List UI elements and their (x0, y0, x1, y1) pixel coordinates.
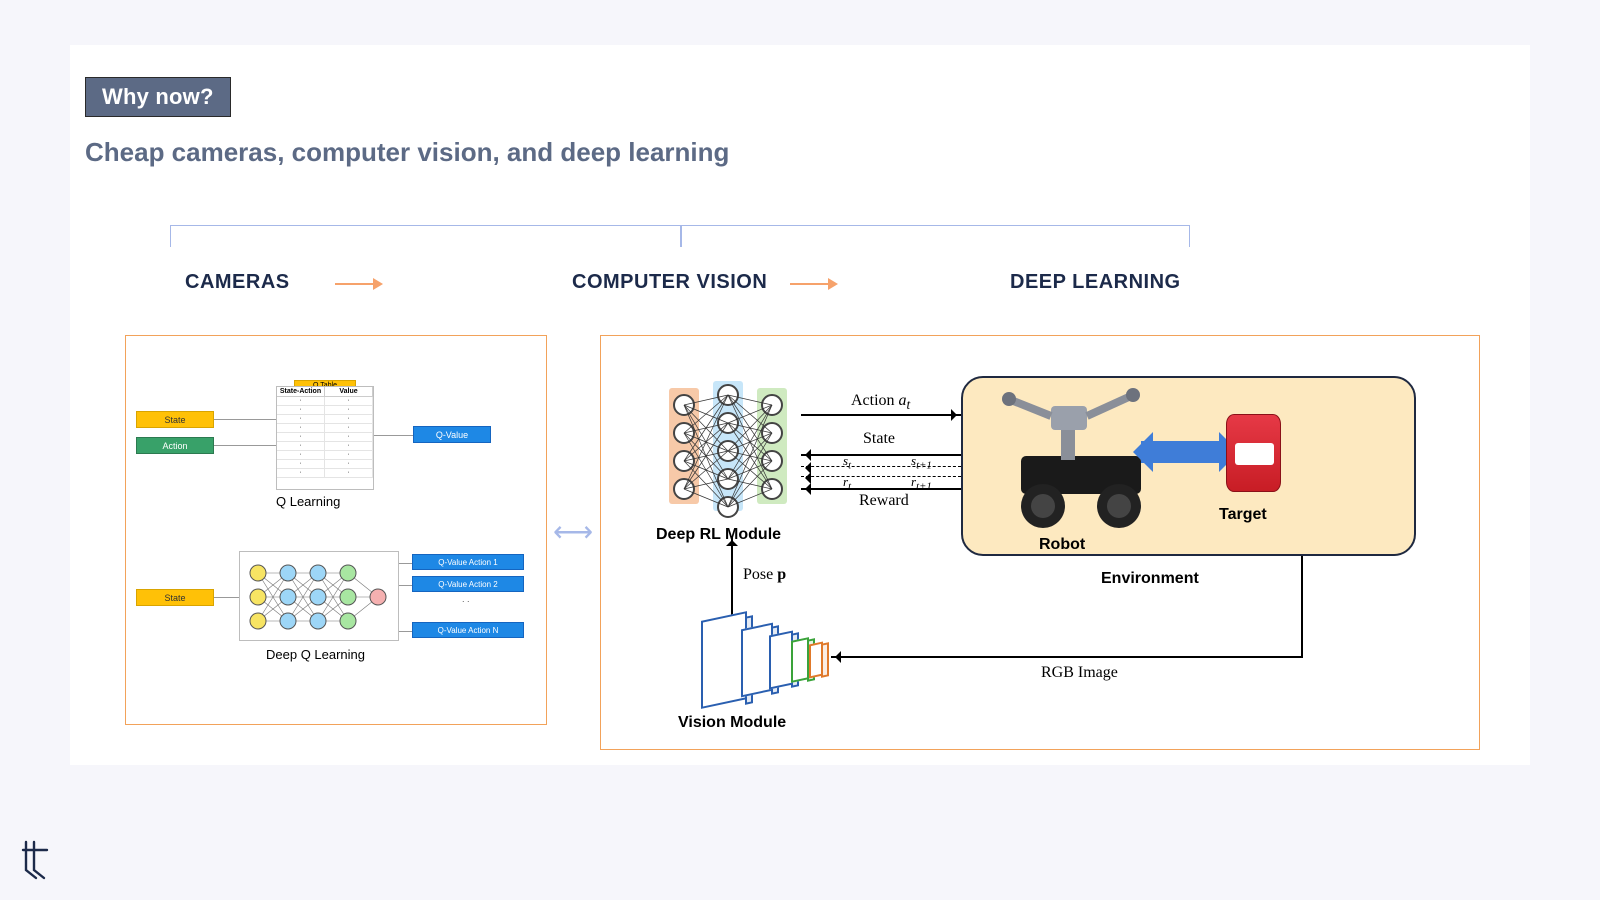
dq-output-2: Q-Value Action 2 (412, 576, 524, 592)
connector-line (374, 435, 413, 436)
target-label: Target (1219, 506, 1267, 524)
pose-label: Pose p (743, 566, 786, 584)
action-arrow (801, 414, 961, 416)
slide-card: Why now? Cheap cameras, computer vision,… (70, 45, 1530, 765)
section-badge: Why now? (85, 77, 231, 117)
pipeline-label-deep-learning: DEEP LEARNING (1010, 271, 1181, 294)
q-table-header: Value (325, 387, 373, 397)
pipeline-label-computer-vision: COMPUTER VISION (572, 271, 767, 294)
environment-label: Environment (1101, 570, 1199, 588)
dq-output-dots: . . (462, 596, 470, 602)
target-icon (1226, 414, 1281, 492)
rgb-line-h (831, 656, 1303, 658)
q-value-output: Q-Value (413, 426, 491, 443)
connector-line (214, 445, 276, 446)
dq-state-box: State (136, 589, 214, 606)
deep-q-learning-caption: Deep Q Learning (266, 647, 365, 662)
dq-output-n: Q-Value Action N (412, 622, 524, 638)
q-action-box: Action (136, 437, 214, 454)
dq-output-1: Q-Value Action 1 (412, 554, 524, 570)
pipeline-label-cameras: CAMERAS (185, 271, 290, 294)
cnn-layer-side (821, 642, 829, 678)
r-t-label: rt (843, 474, 851, 493)
q-learning-caption: Q Learning (276, 494, 340, 509)
reward-label: Reward (859, 492, 909, 510)
connector-line (399, 631, 412, 632)
q-table: State-Action Value ·················· (276, 386, 374, 490)
rl-module-caption: Deep RL Module (656, 526, 781, 544)
q-table-header: State-Action (277, 387, 325, 397)
slide-subtitle: Cheap cameras, computer vision, and deep… (85, 137, 729, 168)
robot-label: Robot (1039, 536, 1085, 554)
s-t1-label: st+1 (911, 453, 932, 472)
state-arrow-next (801, 466, 961, 467)
brand-logo-icon (20, 840, 50, 880)
pipeline-arrow-icon (790, 283, 836, 285)
q-learning-panel: State Action Q Table State-Action Value … (125, 335, 547, 725)
state-label: State (863, 430, 895, 448)
q-state-box: State (136, 411, 214, 428)
connector-line (214, 597, 239, 598)
pipeline-row: CAMERAS COMPUTER VISION DEEP LEARNING (130, 235, 1470, 305)
rgb-label: RGB Image (1041, 664, 1118, 682)
cnn-layer (769, 630, 793, 689)
connector-line (214, 419, 276, 420)
pipeline-arrow-icon (335, 283, 381, 285)
s-t-label: st (843, 453, 851, 472)
state-arrow (801, 454, 961, 456)
bidirectional-arrow-icon: ⟷ (553, 515, 591, 548)
connector-line (399, 585, 412, 586)
r-t1-label: rt+1 (911, 474, 932, 493)
deep-q-network-icon (240, 552, 400, 642)
rgb-line-v (1301, 556, 1303, 656)
reward-arrow (801, 488, 961, 490)
reward-arrow-next (801, 476, 961, 477)
deep-q-network-box (239, 551, 399, 641)
robot-target-arrow-icon (1141, 441, 1231, 463)
connector-line (399, 563, 412, 564)
rl-architecture-panel: Deep RL Module Action at State st st+1 r… (600, 335, 1480, 750)
pose-arrow (731, 536, 733, 616)
action-label: Action at (851, 392, 910, 413)
vision-module-caption: Vision Module (678, 714, 786, 732)
